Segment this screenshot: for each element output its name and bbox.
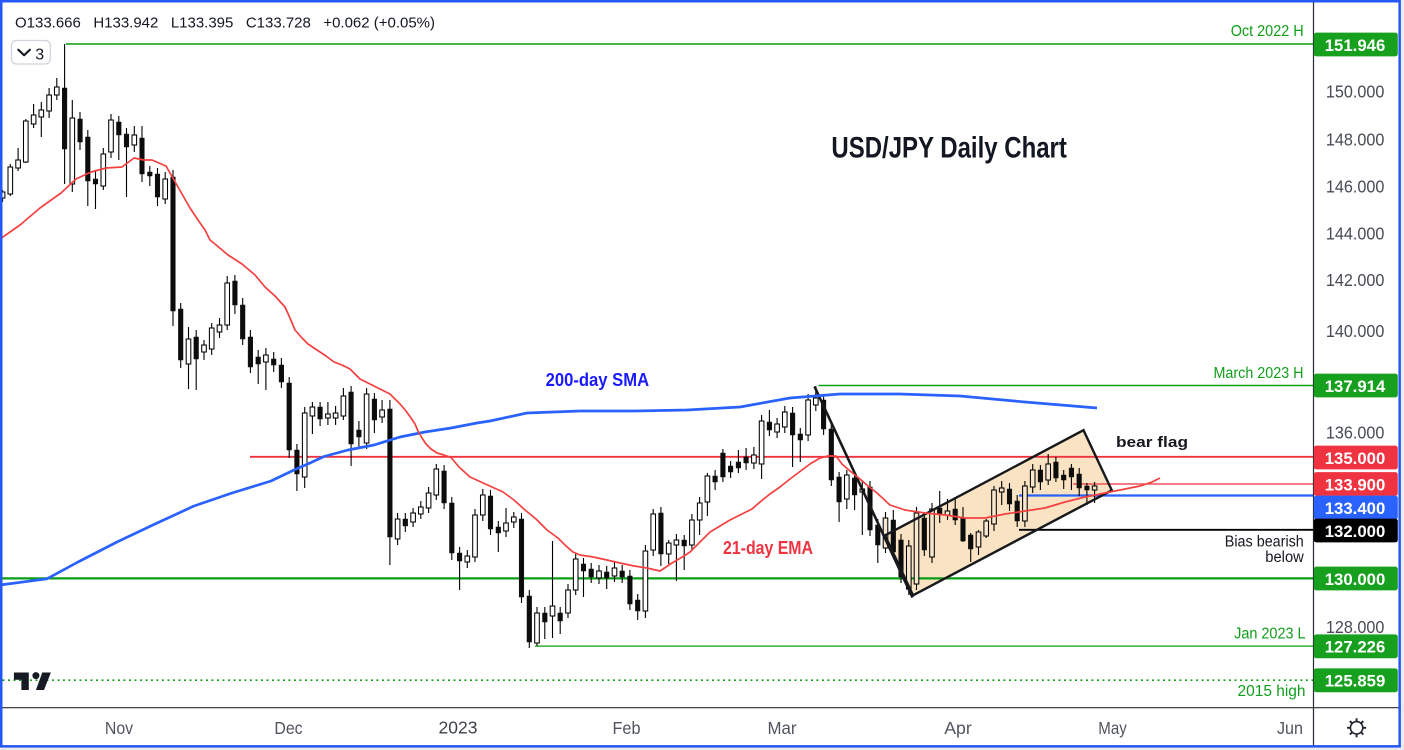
svg-text:Feb: Feb — [613, 718, 641, 738]
svg-text:200-day SMA: 200-day SMA — [546, 370, 650, 390]
svg-text:O133.666 H133.942 L133.395: O133.666 H133.942 L133.395 C133.728 +0.0… — [15, 15, 435, 32]
svg-text:Oct 2022 H: Oct 2022 H — [1231, 23, 1304, 40]
svg-text:3: 3 — [35, 46, 44, 63]
svg-text:144.000: 144.000 — [1326, 223, 1385, 243]
svg-text:bear flag: bear flag — [1116, 435, 1188, 451]
svg-text:128.000: 128.000 — [1326, 617, 1385, 637]
svg-text:Jan 2023 L: Jan 2023 L — [1234, 625, 1306, 642]
svg-text:125.859: 125.859 — [1325, 672, 1386, 691]
svg-text:142.000: 142.000 — [1326, 270, 1385, 290]
svg-text:Apr: Apr — [944, 718, 972, 738]
svg-text:135.000: 135.000 — [1325, 449, 1386, 468]
svg-text:2015 high: 2015 high — [1238, 683, 1306, 700]
svg-text:below: below — [1265, 549, 1304, 566]
svg-text:130.000: 130.000 — [1325, 570, 1386, 589]
svg-text:Nov: Nov — [105, 718, 133, 738]
svg-text:Bias bearish: Bias bearish — [1225, 534, 1304, 551]
svg-text:136.000: 136.000 — [1326, 423, 1385, 443]
svg-text:140.000: 140.000 — [1326, 321, 1385, 341]
svg-text:151.946: 151.946 — [1325, 36, 1386, 55]
svg-text:148.000: 148.000 — [1326, 130, 1385, 150]
svg-text:Jun: Jun — [1277, 718, 1303, 738]
svg-text:USD/JPY Daily Chart: USD/JPY Daily Chart — [831, 132, 1067, 165]
svg-text:137.914: 137.914 — [1325, 377, 1386, 396]
svg-text:150.000: 150.000 — [1326, 82, 1385, 102]
svg-text:March 2023 H: March 2023 H — [1214, 365, 1304, 382]
svg-text:Mar: Mar — [768, 718, 797, 738]
svg-text:May: May — [1098, 718, 1127, 738]
svg-text:132.000: 132.000 — [1325, 522, 1386, 541]
svg-text:133.400: 133.400 — [1325, 499, 1386, 518]
svg-text:127.226: 127.226 — [1325, 638, 1386, 657]
svg-text:Dec: Dec — [274, 718, 302, 738]
svg-text:133.900: 133.900 — [1325, 475, 1386, 494]
svg-text:21-day EMA: 21-day EMA — [723, 538, 813, 558]
svg-text:146.000: 146.000 — [1326, 176, 1385, 196]
svg-text:2023: 2023 — [439, 718, 478, 738]
